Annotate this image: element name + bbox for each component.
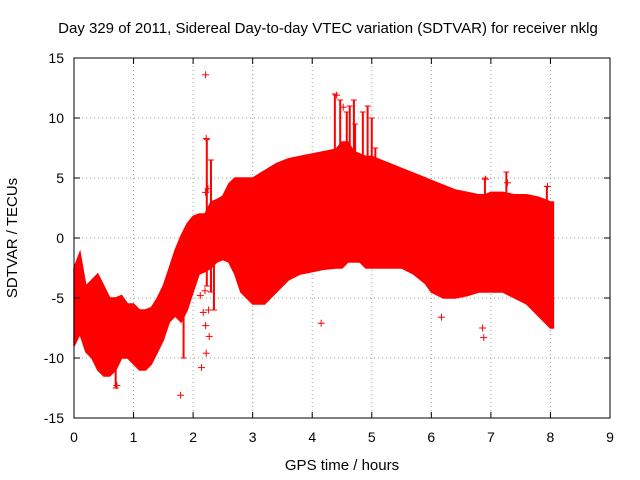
x-tick-label: 2 [189, 429, 197, 445]
outlier-point [437, 313, 445, 321]
x-axis-title: GPS time / hours [285, 457, 399, 474]
outlier-point [201, 287, 209, 295]
outlier-point [479, 324, 487, 332]
y-tick-label: -10 [44, 350, 64, 366]
outlier-point [480, 334, 488, 342]
y-tick-label: -15 [44, 410, 64, 426]
outlier-point [199, 308, 207, 316]
axis-ticks [73, 57, 611, 419]
outlier-point [202, 71, 210, 79]
x-tick-label: 3 [249, 429, 257, 445]
outlier-point [213, 211, 221, 219]
x-tick-label: 8 [547, 429, 555, 445]
x-tick-label: 4 [308, 429, 316, 445]
x-tick-label: 5 [368, 429, 376, 445]
y-tick-label: 5 [56, 170, 64, 186]
outlier-point [113, 382, 121, 390]
x-tick-label: 1 [130, 429, 138, 445]
x-tick-label: 7 [487, 429, 495, 445]
data-series [73, 71, 555, 399]
y-tick-label: 0 [56, 230, 64, 246]
outlier-point [204, 185, 212, 193]
outlier-point [202, 349, 210, 357]
x-tick-label: 9 [606, 429, 614, 445]
y-tick-label: 10 [48, 110, 64, 126]
outlier-point [205, 332, 213, 340]
outlier-point [543, 182, 551, 190]
outlier-point [177, 391, 185, 399]
y-axis-title: SDTVAR / TECUs [4, 178, 21, 298]
outlier-point [504, 179, 512, 187]
y-tick-label: 15 [48, 50, 64, 66]
axis-tick-labels: 0 1 2 3 4 5 6 7 8 9 -15 -10 -5 0 5 10 15 [44, 50, 614, 445]
chart-title: Day 329 of 2011, Sidereal Day-to-day VTE… [58, 20, 598, 37]
x-tick-label: 0 [70, 429, 78, 445]
y-tick-label: -5 [52, 290, 65, 306]
outlier-point [339, 103, 347, 111]
x-tick-label: 6 [427, 429, 435, 445]
outlier-point [202, 322, 210, 330]
outlier-point [482, 175, 490, 183]
outlier-point [197, 364, 205, 372]
outlier-point [202, 188, 210, 196]
outlier-point [205, 306, 213, 314]
outlier-point [317, 319, 325, 327]
outlier-point [181, 304, 189, 312]
outlier-point [333, 91, 341, 99]
outlier-point [196, 292, 204, 300]
data-band [73, 141, 555, 377]
outlier-point [202, 134, 210, 142]
